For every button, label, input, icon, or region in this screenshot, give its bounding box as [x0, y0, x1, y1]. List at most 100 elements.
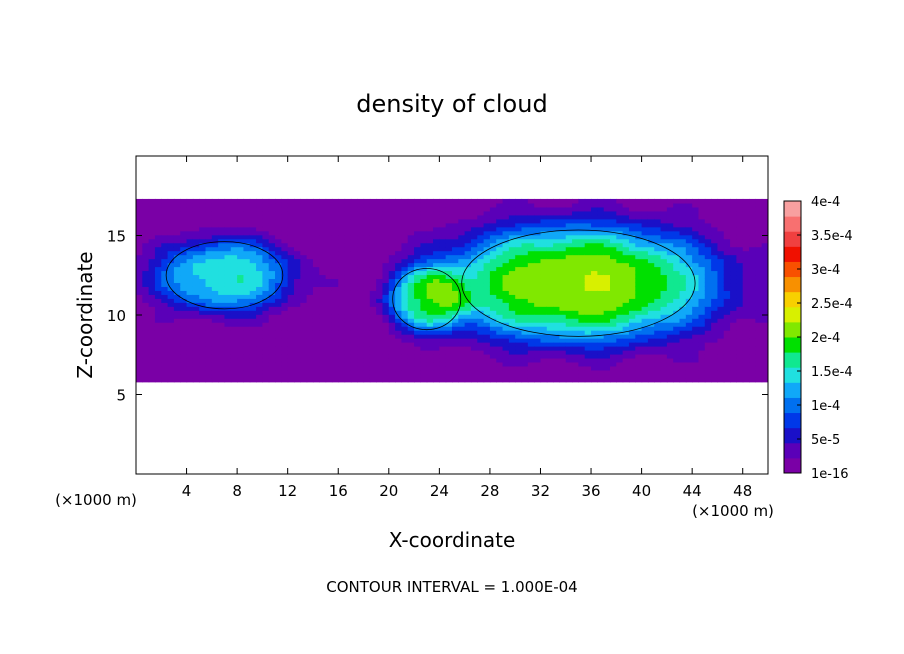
- field-cell: [673, 214, 681, 220]
- field-cell: [256, 294, 263, 299]
- field-cell: [698, 238, 706, 244]
- field-cell: [294, 218, 301, 224]
- field-cell: [439, 286, 447, 291]
- field-cell: [344, 353, 352, 359]
- field-cell: [382, 346, 390, 351]
- field-cell: [584, 226, 592, 232]
- field-cell: [275, 369, 282, 375]
- field-cell: [199, 322, 207, 327]
- field-cell: [565, 258, 573, 264]
- field-cell: [616, 298, 624, 303]
- field-cell: [331, 377, 339, 383]
- field-cell: [439, 258, 447, 264]
- field-cell: [433, 238, 440, 244]
- field-cell: [717, 222, 725, 228]
- field-cell: [679, 202, 687, 208]
- field-cell: [369, 286, 377, 291]
- field-cell: [527, 238, 535, 244]
- field-cell: [553, 198, 561, 204]
- field-cell: [755, 226, 763, 232]
- field-cell: [224, 290, 232, 295]
- field-cell: [407, 314, 415, 319]
- field-cell: [180, 373, 188, 379]
- field-cell: [306, 214, 314, 220]
- field-cell: [711, 318, 719, 323]
- field-cell: [382, 206, 390, 212]
- field-cell: [603, 314, 611, 319]
- field-cell: [489, 342, 497, 347]
- field-cell: [319, 206, 327, 212]
- field-cell: [395, 266, 403, 272]
- field-cell: [312, 357, 320, 363]
- field-cell: [243, 290, 251, 295]
- field-cell: [508, 353, 516, 359]
- field-cell: [275, 346, 282, 351]
- field-cell: [388, 210, 396, 216]
- field-cell: [685, 198, 693, 204]
- field-cell: [635, 318, 643, 323]
- field-cell: [439, 278, 447, 284]
- field-cell: [572, 353, 579, 359]
- field-cell: [382, 222, 390, 228]
- field-cell: [180, 230, 188, 236]
- field-cell: [647, 246, 655, 252]
- field-cell: [281, 302, 289, 307]
- field-cell: [603, 254, 611, 260]
- field-cell: [319, 226, 327, 232]
- field-cell: [350, 334, 358, 339]
- field-cell: [679, 254, 687, 260]
- field-cell: [243, 349, 251, 355]
- field-cell: [230, 210, 238, 216]
- field-cell: [464, 377, 472, 383]
- field-cell: [186, 318, 194, 323]
- field-cell: [312, 258, 320, 264]
- field-cell: [515, 314, 523, 319]
- field-cell: [647, 306, 655, 311]
- field-cell: [224, 369, 232, 375]
- field-cell: [553, 306, 561, 311]
- field-cell: [673, 210, 681, 216]
- field-cell: [452, 250, 459, 256]
- field-cell: [736, 234, 744, 240]
- field-cell: [685, 206, 693, 212]
- field-cell: [534, 282, 542, 287]
- field-cell: [540, 282, 548, 287]
- field-cell: [483, 230, 491, 236]
- field-cell: [281, 258, 289, 264]
- field-cell: [546, 218, 554, 224]
- field-cell: [243, 234, 251, 240]
- x-tick-label: 20: [379, 482, 398, 500]
- field-cell: [711, 286, 719, 291]
- field-cell: [749, 294, 756, 299]
- field-cell: [610, 202, 617, 208]
- field-cell: [192, 290, 200, 295]
- field-cell: [350, 302, 358, 307]
- field-cell: [628, 342, 636, 347]
- field-cell: [515, 274, 523, 280]
- field-cell: [749, 322, 756, 327]
- field-cell: [553, 349, 561, 355]
- field-cell: [439, 234, 447, 240]
- field-cell: [249, 286, 257, 291]
- field-cell: [369, 218, 377, 224]
- field-cell: [647, 330, 655, 335]
- field-cell: [186, 286, 194, 291]
- field-cell: [534, 266, 542, 272]
- field-cell: [641, 330, 649, 335]
- field-cell: [256, 258, 263, 264]
- field-cell: [173, 361, 181, 367]
- field-cell: [338, 349, 346, 355]
- field-cell: [287, 238, 295, 244]
- field-cell: [167, 210, 175, 216]
- field-cell: [591, 246, 598, 252]
- field-cell: [761, 214, 768, 220]
- field-cell: [755, 357, 763, 363]
- field-cell: [685, 326, 693, 331]
- field-cell: [559, 254, 567, 260]
- field-cell: [256, 266, 263, 272]
- field-cell: [319, 334, 327, 339]
- field-cell: [553, 242, 561, 248]
- field-cell: [344, 254, 352, 260]
- field-cell: [287, 274, 295, 280]
- field-cell: [249, 349, 257, 355]
